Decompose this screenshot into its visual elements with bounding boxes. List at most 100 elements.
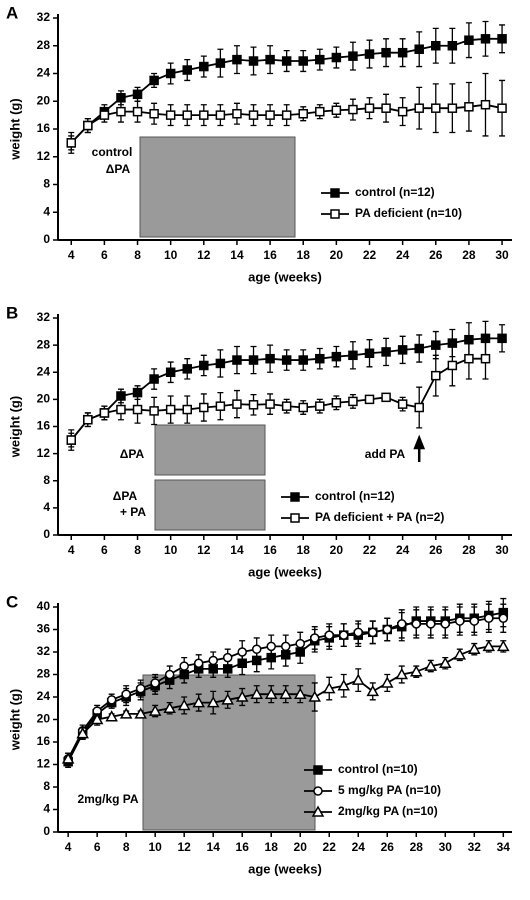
marker — [464, 353, 474, 364]
x-tick-label: 8 — [134, 543, 141, 557]
y-axis-title: weight (g) — [7, 689, 22, 751]
x-tick-label: 10 — [149, 840, 163, 854]
y-axis-title: weight (g) — [7, 396, 22, 458]
marker — [134, 707, 147, 719]
y-tick-label: 32 — [37, 10, 51, 24]
marker — [192, 696, 205, 708]
marker — [447, 41, 458, 51]
marker — [193, 658, 204, 668]
x-tick-label: 28 — [462, 248, 476, 262]
x-tick-label: 24 — [396, 543, 410, 557]
marker — [165, 367, 176, 377]
y-tick-label: 12 — [37, 757, 51, 771]
marker — [165, 404, 176, 415]
y-tick-label: 12 — [37, 149, 51, 163]
marker — [290, 513, 300, 523]
marker — [280, 641, 291, 652]
marker — [348, 350, 358, 361]
marker — [199, 402, 209, 413]
annotation: control — [92, 145, 133, 159]
x-tick-label: 22 — [363, 248, 377, 262]
marker — [447, 360, 458, 371]
marker — [248, 110, 259, 120]
marker — [265, 110, 275, 120]
y-tick-label: 24 — [37, 364, 51, 378]
marker — [281, 355, 292, 365]
marker — [431, 41, 441, 51]
photo — [154, 424, 266, 476]
legend-label: PA deficient + PA (n=2) — [315, 510, 444, 524]
marker — [265, 54, 275, 65]
marker — [382, 624, 393, 635]
marker — [414, 402, 424, 413]
x-tick-label: 8 — [123, 840, 130, 854]
marker — [431, 103, 441, 113]
marker — [453, 648, 467, 660]
chart-panel: C 0 4 8 12 16 20 24 28 32 36 40 4 6 8 10 12 14 16 18 20 22 24 2… — [6, 592, 512, 876]
marker — [482, 639, 496, 652]
y-tick-label: 16 — [37, 419, 51, 433]
photo — [139, 136, 296, 238]
marker — [424, 659, 438, 671]
marker — [366, 684, 380, 697]
marker — [298, 56, 308, 66]
marker — [397, 106, 408, 117]
y-tick-label: 36 — [37, 622, 51, 636]
marker — [281, 110, 292, 120]
marker — [182, 404, 192, 415]
marker — [199, 110, 209, 120]
legend-label: control (n=10) — [338, 762, 418, 776]
marker — [324, 630, 334, 640]
marker — [251, 644, 262, 654]
marker — [330, 209, 340, 219]
marker — [348, 51, 358, 61]
marker — [414, 44, 424, 54]
y-tick-label: 28 — [37, 38, 51, 52]
marker — [469, 616, 480, 626]
legend-label: PA deficient (n=10) — [355, 206, 462, 220]
marker — [381, 392, 391, 403]
y-tick-label: 32 — [37, 310, 51, 324]
x-axis-title: age (weeks) — [248, 269, 322, 284]
x-tick-label: 18 — [265, 840, 279, 854]
marker — [265, 353, 275, 364]
x-tick-label: 4 — [65, 840, 72, 854]
x-tick-label: 6 — [101, 543, 108, 557]
marker — [440, 619, 451, 629]
marker — [215, 110, 226, 120]
marker — [348, 396, 358, 407]
marker — [364, 394, 375, 405]
chart-panel: B 0 4 8 12 16 20 24 28 32 4 6 8 10 12 14 16 18 20 22 24 26 28 3… — [6, 303, 512, 579]
x-tick-label: 24 — [396, 248, 410, 262]
marker — [99, 408, 110, 418]
marker — [331, 52, 342, 63]
marker — [395, 667, 409, 680]
marker — [364, 49, 375, 59]
marker — [149, 406, 159, 416]
marker — [66, 138, 77, 148]
marker — [397, 399, 408, 409]
legend-label: control (n=12) — [315, 489, 395, 503]
x-tick-label: 20 — [330, 248, 344, 262]
marker — [311, 805, 325, 817]
marker — [364, 348, 375, 359]
y-tick-label: 0 — [43, 527, 50, 541]
marker — [222, 652, 233, 663]
panel-label: A — [6, 3, 18, 22]
marker — [411, 619, 422, 629]
y-tick-label: 20 — [37, 392, 51, 406]
marker — [353, 627, 363, 638]
marker — [105, 710, 118, 722]
marker — [414, 103, 424, 113]
x-tick-label: 30 — [495, 248, 509, 262]
marker — [248, 400, 259, 410]
marker — [431, 370, 441, 381]
marker — [182, 364, 192, 374]
x-tick-label: 26 — [429, 543, 443, 557]
marker — [281, 56, 292, 66]
x-axis-title: age (weeks) — [248, 564, 322, 579]
chart-panel: A 0 4 8 12 16 20 24 28 32 4 6 8 10 12 14 16 18 20 22 24 26 28 3… — [6, 3, 512, 284]
marker — [279, 687, 292, 699]
marker — [381, 47, 391, 58]
